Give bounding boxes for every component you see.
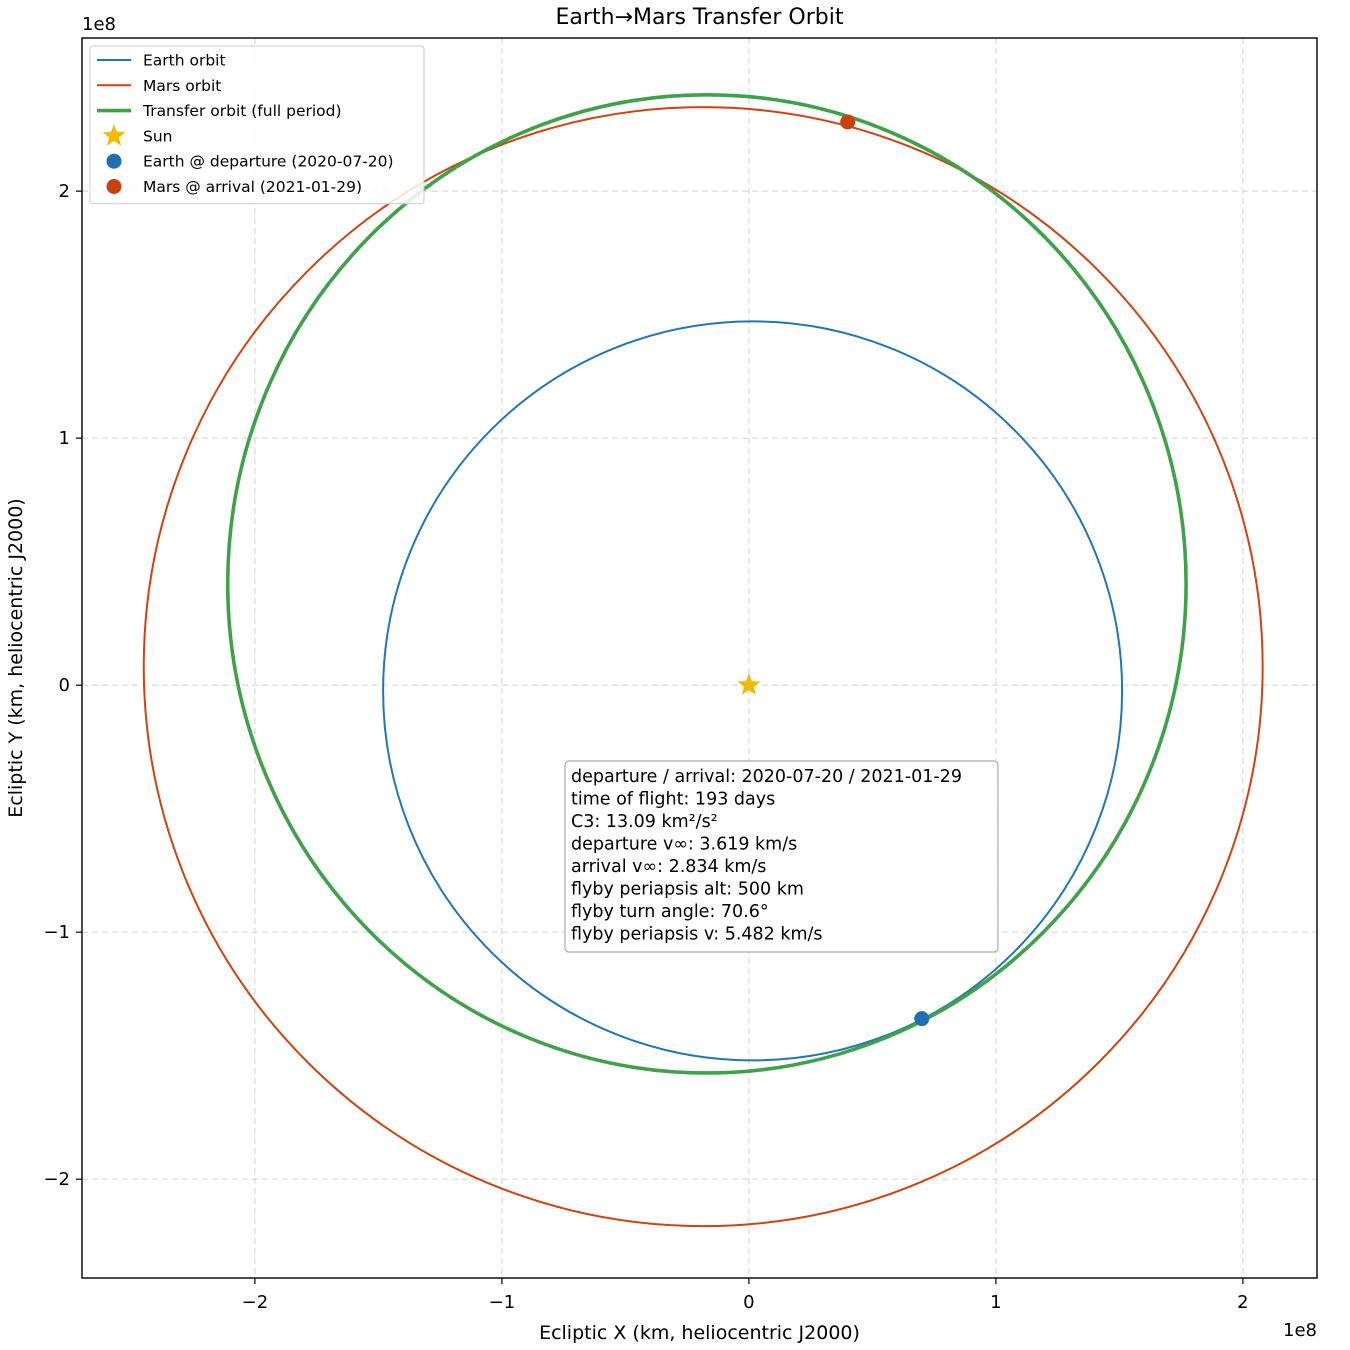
grid	[82, 38, 1317, 1278]
legend-label: Mars @ arrival (2021-01-29)	[143, 178, 362, 196]
legend: Earth orbit Mars orbit Transfer orbit (ful…	[89, 45, 425, 205]
info-line: C3: 13.09 km²/s²	[571, 812, 718, 832]
transfer-info-box: departure / arrival: 2020-07-20 / 2021-0…	[564, 760, 999, 953]
orbit-transfer	[225, 93, 1188, 1075]
legend-label: Transfer orbit (full period)	[142, 102, 342, 120]
legend-swatch-dot	[106, 153, 122, 169]
x-axis-offset-text: 1e8	[1283, 1320, 1317, 1341]
y-axis-offset-text: 1e8	[82, 14, 116, 35]
orbit-earth	[382, 320, 1124, 1062]
plot-frame	[81, 37, 1318, 1279]
info-line: flyby periapsis v: 5.482 km/s	[571, 925, 823, 945]
chart-title: Earth→Mars Transfer Orbit	[556, 5, 844, 30]
info-line: time of flight: 193 days	[571, 790, 775, 810]
x-tick-label: −1	[489, 1292, 516, 1313]
x-tick-label: 0	[743, 1292, 754, 1313]
info-line: departure v∞: 3.619 km/s	[571, 835, 797, 855]
mars-arrival-marker	[840, 114, 856, 130]
orbit-mars	[142, 106, 1264, 1228]
legend-swatch-dot	[106, 179, 122, 194]
y-tick-label: −2	[43, 1169, 70, 1190]
body-markers	[737, 114, 930, 1027]
orbit-series	[142, 93, 1264, 1228]
info-line: departure / arrival: 2020-07-20 / 2021-0…	[571, 767, 962, 787]
y-tick-label: −1	[43, 922, 70, 943]
y-axis-label: Ecliptic Y (km, heliocentric J2000)	[5, 498, 27, 817]
legend-label: Sun	[143, 127, 173, 145]
y-tick-label: 1	[59, 428, 70, 449]
x-axis-label: Ecliptic X (km, heliocentric J2000)	[539, 1322, 860, 1344]
legend-box	[89, 45, 425, 205]
legend-label: Earth @ departure (2020-07-20)	[143, 153, 394, 171]
x-tick-label: 2	[1237, 1292, 1248, 1313]
axis-ticks: −2 −1 0 1 2 −2 −1 0 1 2	[43, 181, 1248, 1313]
legend-swatch-star	[102, 123, 126, 146]
earth-departure-marker	[914, 1011, 930, 1027]
info-box-frame	[564, 760, 999, 953]
y-tick-label: 2	[59, 181, 70, 202]
y-tick-label: 0	[59, 675, 70, 696]
legend-label: Earth orbit	[143, 52, 226, 70]
x-tick-label: 1	[990, 1292, 1001, 1313]
sun-marker	[737, 673, 761, 695]
legend-label: Mars orbit	[143, 77, 221, 95]
x-tick-label: −2	[242, 1292, 269, 1313]
info-line: flyby periapsis alt: 500 km	[571, 880, 804, 900]
info-line: arrival v∞: 2.834 km/s	[571, 857, 766, 877]
info-line: flyby turn angle: 70.6°	[571, 902, 769, 922]
